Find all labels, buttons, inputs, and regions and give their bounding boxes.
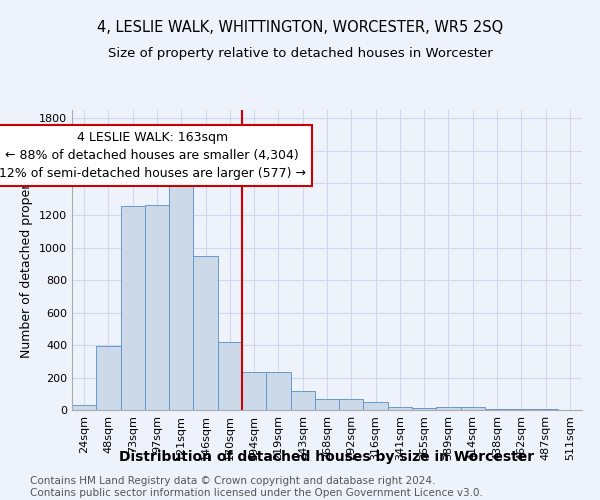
- Y-axis label: Number of detached properties: Number of detached properties: [20, 162, 34, 358]
- Text: Size of property relative to detached houses in Worcester: Size of property relative to detached ho…: [107, 48, 493, 60]
- Bar: [388, 407, 412, 410]
- Text: 4, LESLIE WALK, WHITTINGTON, WORCESTER, WR5 2SQ: 4, LESLIE WALK, WHITTINGTON, WORCESTER, …: [97, 20, 503, 35]
- Bar: [436, 407, 461, 410]
- Bar: [364, 402, 388, 410]
- Bar: [169, 184, 193, 410]
- Text: Contains HM Land Registry data © Crown copyright and database right 2024.
Contai: Contains HM Land Registry data © Crown c…: [30, 476, 483, 498]
- Text: 4 LESLIE WALK: 163sqm
← 88% of detached houses are smaller (4,304)
12% of semi-d: 4 LESLIE WALK: 163sqm ← 88% of detached …: [0, 131, 305, 180]
- Bar: [218, 342, 242, 410]
- Bar: [72, 406, 96, 410]
- Bar: [290, 392, 315, 410]
- Text: Distribution of detached houses by size in Worcester: Distribution of detached houses by size …: [119, 450, 535, 464]
- Bar: [266, 372, 290, 410]
- Bar: [315, 398, 339, 410]
- Bar: [96, 346, 121, 410]
- Bar: [339, 400, 364, 410]
- Bar: [461, 407, 485, 410]
- Bar: [121, 206, 145, 410]
- Bar: [412, 408, 436, 410]
- Bar: [145, 205, 169, 410]
- Bar: [242, 372, 266, 410]
- Bar: [193, 256, 218, 410]
